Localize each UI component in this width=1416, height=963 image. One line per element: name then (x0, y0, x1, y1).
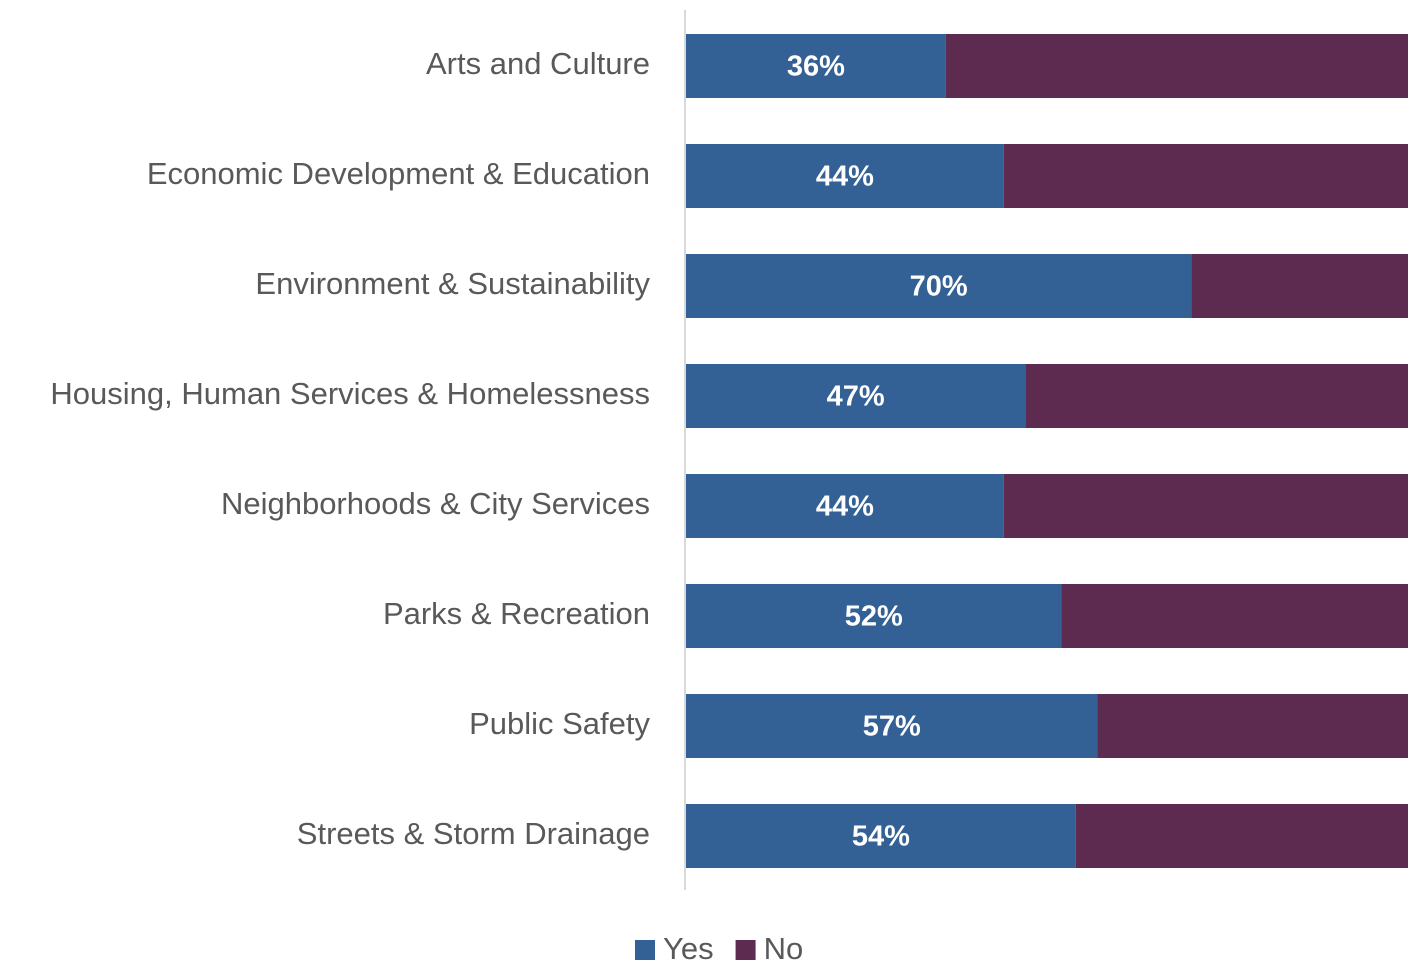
bar-segment (686, 144, 1004, 208)
data-label: 57% (863, 711, 921, 743)
category-label: Environment & Sustainability (255, 266, 650, 301)
bar-segment (1075, 804, 1408, 868)
bar-segment (1097, 694, 1408, 758)
data-label: 44% (816, 491, 874, 523)
bar-segment (1003, 144, 1408, 208)
legend-label: No (764, 931, 804, 963)
bar-segment (1003, 474, 1408, 538)
bar-segment (686, 804, 1076, 868)
category-label: Streets & Storm Drainage (297, 816, 650, 851)
category-label: Parks & Recreation (383, 596, 650, 631)
data-label: 54% (852, 821, 910, 853)
data-label: 47% (827, 381, 885, 413)
category-label: Economic Development & Education (147, 156, 650, 191)
bar-segment (945, 34, 1408, 98)
data-label: 70% (910, 271, 968, 303)
data-label: 36% (787, 51, 845, 83)
bar-segment (686, 254, 1192, 318)
bar-segment (1025, 364, 1408, 428)
bar-segment (686, 694, 1098, 758)
data-label: 44% (816, 161, 874, 193)
bar-segment (686, 584, 1062, 648)
legend-label: Yes (663, 931, 714, 963)
legend-swatch (735, 940, 756, 960)
category-label: Arts and Culture (426, 46, 650, 81)
bar-segment (686, 34, 946, 98)
category-label: Neighborhoods & City Services (221, 486, 650, 521)
bar-segment (686, 474, 1004, 538)
bar-segment (1061, 584, 1408, 648)
category-label: Public Safety (469, 706, 650, 741)
bar-segment (1191, 254, 1408, 318)
category-label: Housing, Human Services & Homelessness (50, 376, 650, 411)
legend-swatch (635, 940, 655, 960)
data-label: 52% (845, 601, 903, 633)
bar-segment (686, 364, 1026, 428)
